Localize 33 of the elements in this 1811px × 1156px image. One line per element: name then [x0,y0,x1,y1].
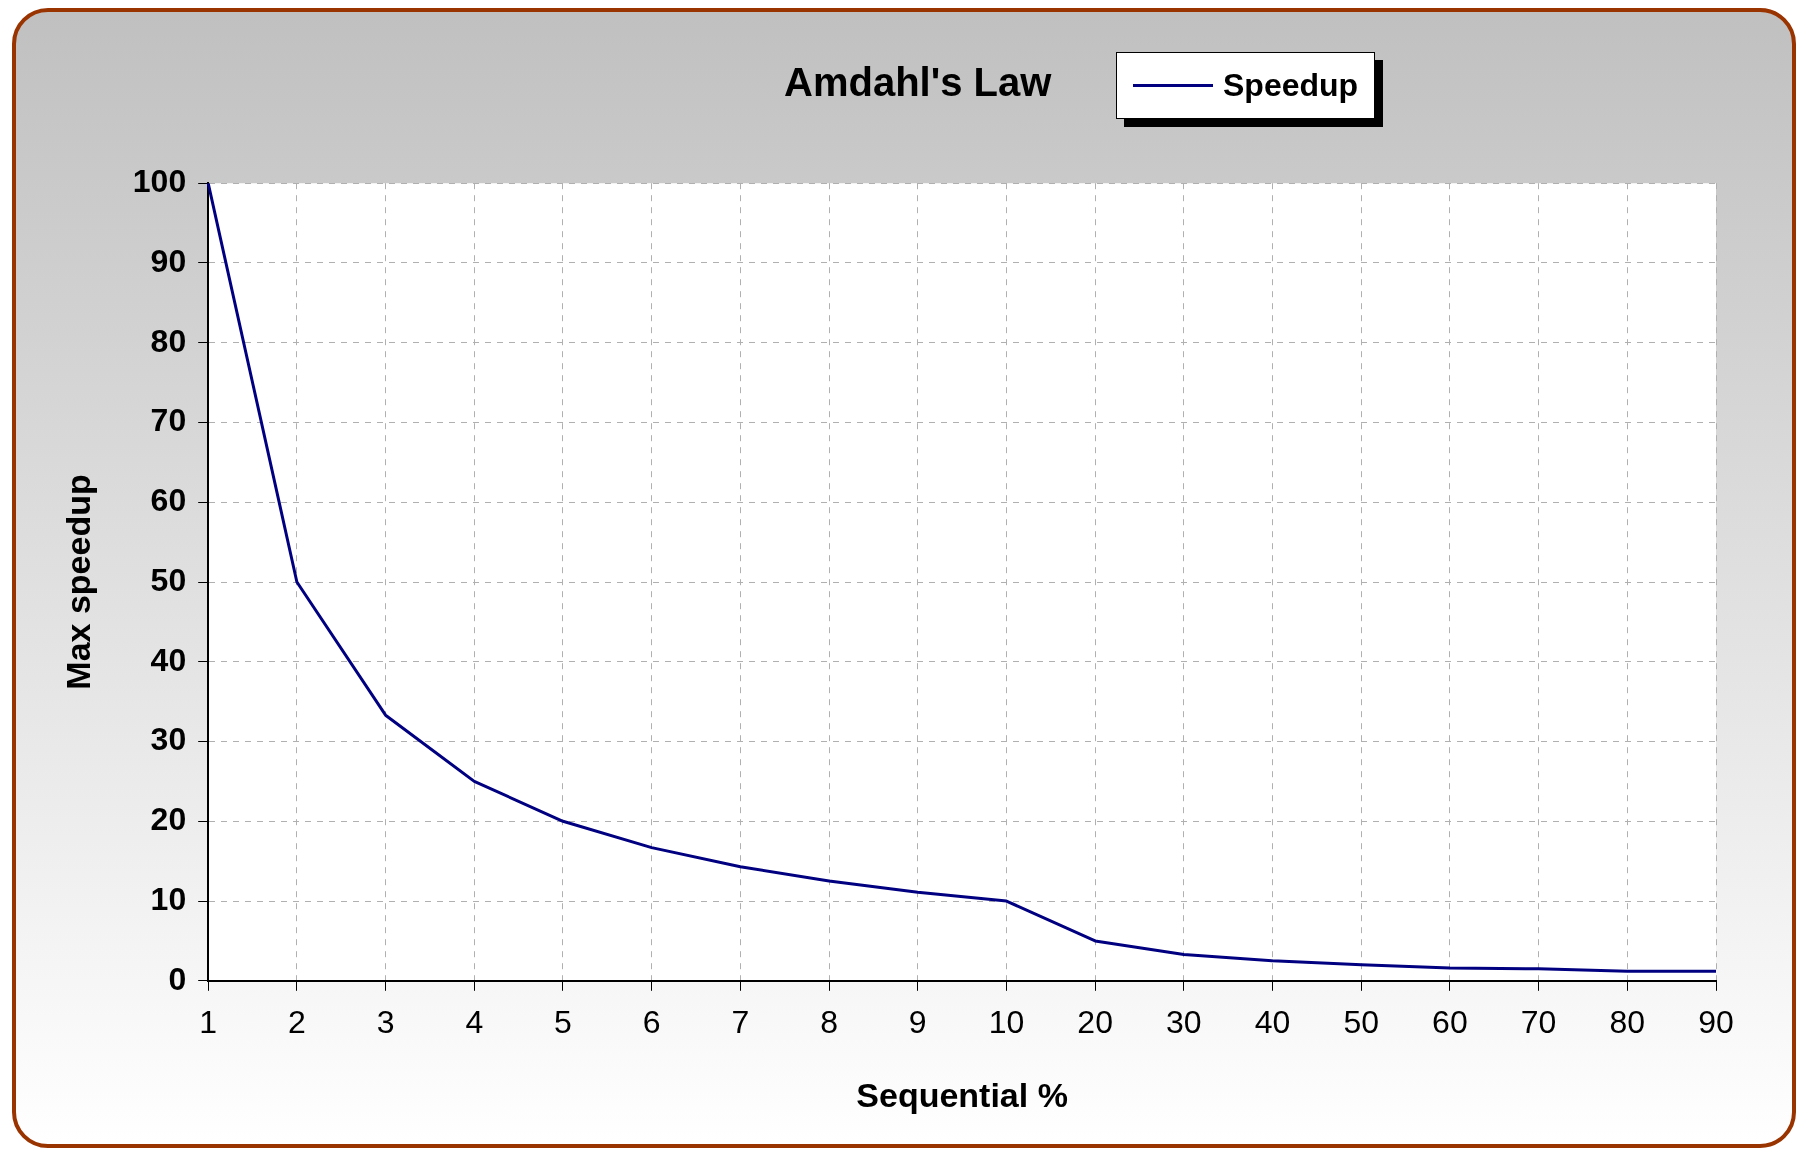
y-tick-label: 50 [150,561,187,598]
y-tick-label: 30 [150,721,187,758]
chart-title: Amdahl's Law [784,60,1052,105]
x-tick-label: 3 [376,1003,395,1040]
x-tick-label: 20 [1077,1003,1113,1040]
x-tick-label: 6 [642,1003,661,1040]
x-tick-label: 50 [1343,1003,1380,1040]
x-tick-label: 8 [820,1003,838,1040]
y-tick-label: 70 [150,402,187,439]
y-tick-label: 60 [150,482,187,519]
y-axis-title: Max speedup [58,474,97,690]
x-tick-label: 2 [287,1003,306,1040]
y-tick-label: 40 [150,641,187,678]
x-tick-label: 30 [1166,1003,1202,1040]
x-tick-label: 70 [1520,1003,1557,1040]
x-tick-label: 10 [988,1003,1025,1040]
x-tick-label: 40 [1254,1003,1291,1040]
x-tick-label: 7 [731,1003,750,1040]
y-tick-label: 90 [150,242,187,279]
y-tick-label: 10 [150,880,187,917]
x-tick-label: 1 [199,1003,218,1040]
x-axis-title: Sequential % [856,1075,1068,1114]
legend-label: Speedup [1223,67,1359,104]
y-tick-label: 20 [150,801,187,838]
y-tick-label: 80 [150,322,187,359]
x-tick-label: 80 [1609,1003,1646,1040]
x-tick-label: 9 [908,1003,927,1040]
x-tick-label: 90 [1698,1003,1734,1040]
x-tick-label: 5 [554,1003,572,1040]
y-tick-label: 100 [132,163,187,200]
y-tick-label: 0 [168,960,187,997]
x-tick-label: 4 [465,1003,484,1040]
x-tick-label: 60 [1432,1003,1468,1040]
